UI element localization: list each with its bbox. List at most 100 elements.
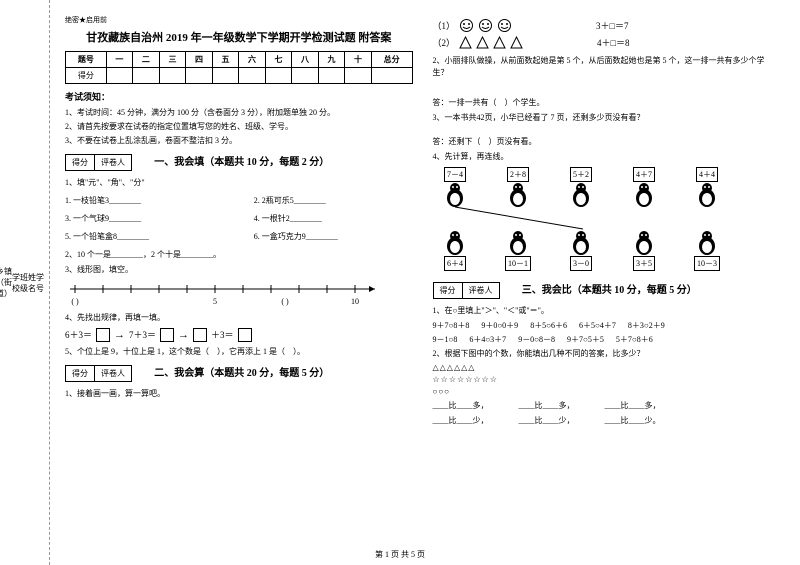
- q2: 2、10 个一是________，2 个十是________。: [65, 249, 413, 261]
- cmp: 8＋5○6＋6: [530, 320, 567, 331]
- smiley-icon: [459, 18, 474, 33]
- blank: ____比____少。: [605, 415, 661, 426]
- blank-compare-row-1: ____比____多， ____比____多， ____比____多，: [433, 400, 781, 411]
- emoji-row-2: （2） 4＋□＝8: [433, 36, 781, 49]
- col: 三: [159, 52, 186, 68]
- col: 六: [239, 52, 266, 68]
- cmp: 9＋7○5＋5: [567, 334, 604, 345]
- number-line: ( ) 5 10 ( ): [65, 279, 385, 309]
- section-1-header: 得分评卷人 一、我会填（本题共 10 分，每题 2 分）: [65, 153, 413, 171]
- triangle-icon: [476, 36, 489, 49]
- blank-compare-row-2: ____比____少， ____比____少， ____比____少。: [433, 415, 781, 426]
- triangle-icon: [493, 36, 506, 49]
- svg-text:( ): ( ): [281, 297, 289, 306]
- score-label: 得分: [66, 155, 95, 170]
- section-2-title: 二、我会算（本题共 20 分，每题 5 分）: [154, 364, 329, 379]
- smiley-icon: [497, 18, 512, 33]
- penguin-icon: [633, 230, 655, 256]
- blank: ____比____少，: [433, 415, 489, 426]
- shapes-circ: ○○○: [433, 387, 781, 396]
- col: 题号: [66, 52, 107, 68]
- col: 七: [265, 52, 292, 68]
- q4: 4、先找出规律，再填一填。: [65, 312, 413, 324]
- q5: 5、个位上是 9，十位上是 1，这个数是（ ），它再添上 1 是（ ）。: [65, 346, 413, 358]
- q1c: 3. 一个气球9________: [65, 213, 224, 225]
- penguin-icon: [696, 230, 718, 256]
- penguin-diagram: 7－4 2＋8 5＋2 4＋7 4＋4 6＋4 10－1 3－0 3＋5 10－…: [433, 167, 781, 271]
- expr: 3＋5: [633, 256, 655, 271]
- bind-label: 学校: [12, 272, 20, 294]
- triangle-icon: [459, 36, 472, 49]
- svg-text:5: 5: [213, 297, 217, 306]
- col: 总分: [371, 52, 412, 68]
- col: 五: [212, 52, 239, 68]
- row-label: 得分: [66, 68, 107, 84]
- s2ans2: 答：一排一共有（ ）个学生。: [433, 97, 781, 109]
- q1d: 4. 一根针2________: [254, 213, 413, 225]
- col: 四: [186, 52, 213, 68]
- section-1-title: 一、我会填（本题共 10 分，每题 2 分）: [154, 153, 329, 168]
- shapes-star: ☆☆☆☆☆☆☆☆: [433, 375, 781, 384]
- q3: 3、线形图，填空。: [65, 264, 413, 276]
- expr: 4＋4: [696, 167, 718, 182]
- score-box: 得分评卷人: [65, 365, 132, 382]
- score-box: 得分评卷人: [65, 154, 132, 171]
- expr: 3－0: [570, 256, 592, 271]
- chain-row: 6＋3＝ → 7＋3＝ → ＋3＝: [65, 328, 413, 342]
- expr: 10－3: [694, 256, 720, 271]
- score-label: 得分: [66, 366, 95, 381]
- chain-c: ＋3＝: [211, 328, 234, 341]
- bind-label: 乡镇（街道）: [0, 266, 12, 299]
- s2q3: 3、一本书共42页，小华已经看了 7 页，还剩多少页没有看？: [433, 112, 781, 124]
- cmp: 5＋7○8＋6: [616, 334, 653, 345]
- q1e: 5. 一个铅笔盒8________: [65, 231, 224, 243]
- right-column: （1） 3＋□＝7 （2） 4＋□＝8 2、小丽排队做操，从前面数起她是第 5 …: [433, 15, 781, 555]
- chain-b: 7＋3＝: [129, 328, 156, 341]
- penguin-top-row: 7－4 2＋8 5＋2 4＋7 4＋4: [433, 167, 781, 208]
- score-box: 得分评卷人: [433, 282, 500, 299]
- s2q1: 1、接着画一画，算一算吧。: [65, 388, 413, 400]
- q1: 1、填"元"、"角"、"分": [65, 177, 413, 189]
- score-header-row: 题号 一 二 三 四 五 六 七 八 九 十 总分: [66, 52, 413, 68]
- blank-box: [96, 328, 110, 342]
- bind-label: 学号: [36, 272, 44, 294]
- compare-row-1: 9＋7○8＋8 9＋0○0＋9 8＋5○6＋6 6＋5○4＋7 8＋3○2＋9: [433, 320, 781, 331]
- eq2: 4＋□＝8: [597, 36, 629, 49]
- section-3-title: 三、我会比（本题共 10 分，每题 5 分）: [522, 281, 697, 296]
- col: 一: [106, 52, 133, 68]
- secret-label: 绝密★启用前: [65, 15, 413, 25]
- cmp: 9－0○8－8: [518, 334, 555, 345]
- q1f: 6. 一盒巧克力9________: [254, 231, 413, 243]
- cmp: 6＋5○4＋7: [579, 320, 616, 331]
- cmp: 6＋4○3＋7: [469, 334, 506, 345]
- notice-item: 2、请首先按要求在试卷的指定位置填写您的姓名、班级、学号。: [65, 121, 413, 132]
- score-label: 得分: [434, 283, 463, 298]
- section-2-header: 得分评卷人 二、我会算（本题共 20 分，每题 5 分）: [65, 364, 413, 382]
- blank: ____比____多，: [519, 400, 575, 411]
- score-table: 题号 一 二 三 四 五 六 七 八 九 十 总分 得分: [65, 51, 413, 84]
- arrow-icon: →: [114, 329, 125, 341]
- blank-box: [160, 328, 174, 342]
- expr: 10－1: [505, 256, 531, 271]
- bind-label: 姓名: [28, 272, 36, 294]
- exam-title: 甘孜藏族自治州 2019 年一年级数学下学期开学检测试题 附答案: [65, 29, 413, 45]
- col: 八: [292, 52, 319, 68]
- blank: ____比____少，: [519, 415, 575, 426]
- triangle-icon: [510, 36, 523, 49]
- expr: 2＋8: [507, 167, 529, 182]
- penguin-icon: [507, 230, 529, 256]
- expr: 6＋4: [444, 256, 466, 271]
- blank-box: [238, 328, 252, 342]
- smiley-icon: [478, 18, 493, 33]
- col: 二: [133, 52, 160, 68]
- s2ans3: 答：还剩下（ ）页没有看。: [433, 136, 781, 148]
- notice-title: 考试须知：: [65, 90, 413, 103]
- s2q2: 2、小丽排队做操，从前面数起她是第 5 个，从后面数起她也是第 5 个，这一排一…: [433, 55, 781, 79]
- q1b: 2. 2瓶可乐5________: [254, 195, 413, 207]
- blank: ____比____多，: [433, 400, 489, 411]
- eq1: 3＋□＝7: [596, 19, 628, 32]
- shapes-tri: △△△△△△: [433, 363, 781, 372]
- penguin-icon: [444, 230, 466, 256]
- cmp: 9－1○8: [433, 334, 458, 345]
- emoji-row-1: （1） 3＋□＝7: [433, 18, 781, 33]
